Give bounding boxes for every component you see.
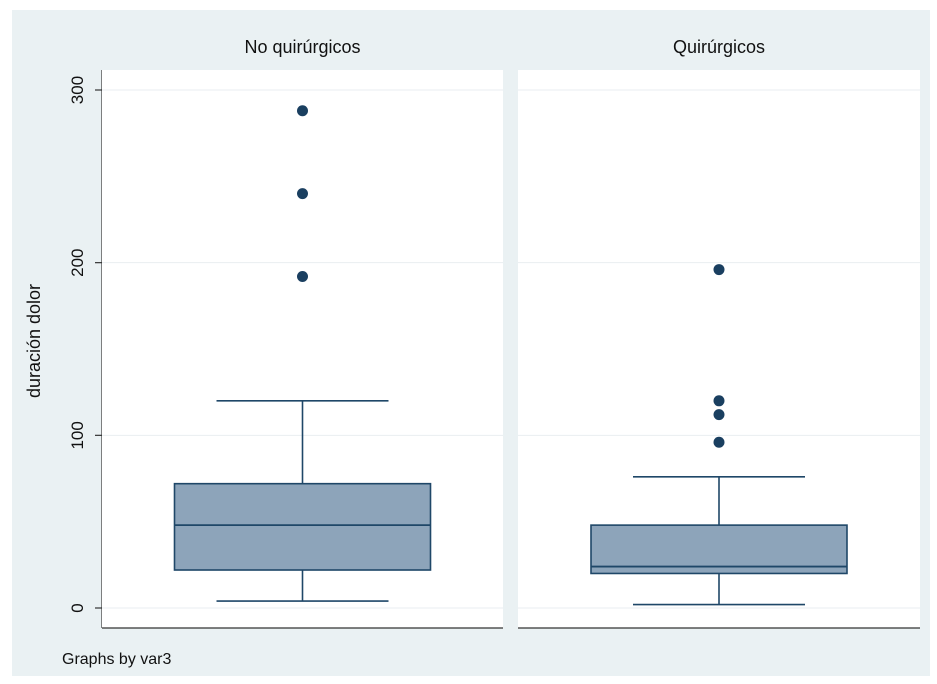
outlier-point <box>713 436 725 448</box>
panel-title: Quirúrgicos <box>673 37 765 57</box>
outlier-point <box>713 264 725 276</box>
outlier-point <box>713 409 725 421</box>
iqr-box <box>590 524 848 575</box>
y-tick-label: 300 <box>68 76 87 104</box>
panel-2: Quirúrgicos <box>518 37 920 629</box>
outlier-point <box>713 395 725 407</box>
graph-note: Graphs by var3 <box>62 651 171 668</box>
iqr-box <box>173 482 432 571</box>
outlier-point <box>297 105 308 117</box>
panel-title: No quirúrgicos <box>244 37 360 57</box>
outlier-point <box>297 188 308 200</box>
y-tick-label: 0 <box>68 603 87 612</box>
panel-1: No quirúrgicos <box>102 37 503 629</box>
y-axis-label: duración dolor <box>24 284 44 398</box>
y-tick-label: 100 <box>68 421 87 449</box>
outlier-point <box>297 270 308 282</box>
y-tick-label: 200 <box>68 248 87 276</box>
